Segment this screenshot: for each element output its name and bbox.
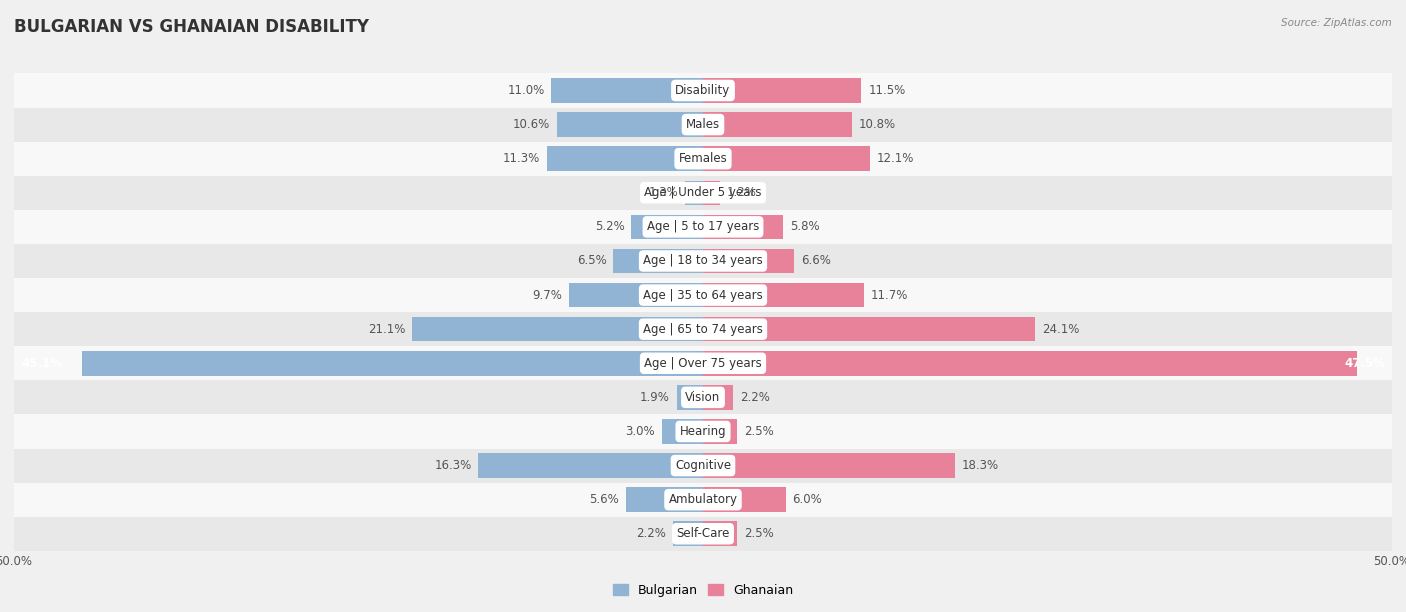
- Text: Cognitive: Cognitive: [675, 459, 731, 472]
- Text: Hearing: Hearing: [679, 425, 727, 438]
- Text: Disability: Disability: [675, 84, 731, 97]
- Bar: [662, 419, 703, 444]
- Bar: [412, 317, 703, 341]
- Bar: [14, 176, 1392, 210]
- Bar: [82, 351, 703, 376]
- Text: 10.6%: 10.6%: [513, 118, 550, 131]
- Text: 2.5%: 2.5%: [744, 528, 775, 540]
- Text: BULGARIAN VS GHANAIAN DISABILITY: BULGARIAN VS GHANAIAN DISABILITY: [14, 18, 368, 36]
- Bar: [14, 210, 1392, 244]
- Text: 6.6%: 6.6%: [801, 255, 831, 267]
- Bar: [672, 521, 703, 546]
- Text: 11.0%: 11.0%: [508, 84, 544, 97]
- Bar: [703, 419, 738, 444]
- Bar: [613, 248, 703, 273]
- Text: 2.5%: 2.5%: [744, 425, 775, 438]
- Text: 10.8%: 10.8%: [859, 118, 896, 131]
- Text: 47.5%: 47.5%: [1344, 357, 1385, 370]
- Bar: [14, 414, 1392, 449]
- Bar: [703, 113, 852, 137]
- Text: 11.3%: 11.3%: [503, 152, 540, 165]
- Text: 9.7%: 9.7%: [533, 289, 562, 302]
- Bar: [14, 517, 1392, 551]
- Bar: [676, 385, 703, 409]
- Bar: [703, 146, 870, 171]
- Text: Age | 5 to 17 years: Age | 5 to 17 years: [647, 220, 759, 233]
- Text: 12.1%: 12.1%: [876, 152, 914, 165]
- Bar: [703, 521, 738, 546]
- Bar: [703, 453, 955, 478]
- Text: 5.6%: 5.6%: [589, 493, 619, 506]
- Bar: [14, 108, 1392, 141]
- Text: 5.8%: 5.8%: [790, 220, 820, 233]
- Text: 6.5%: 6.5%: [576, 255, 606, 267]
- Bar: [569, 283, 703, 307]
- Text: 5.2%: 5.2%: [595, 220, 624, 233]
- Legend: Bulgarian, Ghanaian: Bulgarian, Ghanaian: [607, 579, 799, 602]
- Bar: [14, 141, 1392, 176]
- Bar: [703, 181, 720, 205]
- Bar: [14, 483, 1392, 517]
- Bar: [14, 449, 1392, 483]
- Text: Males: Males: [686, 118, 720, 131]
- Bar: [685, 181, 703, 205]
- Bar: [703, 248, 794, 273]
- Bar: [703, 78, 862, 103]
- Bar: [703, 351, 1358, 376]
- Bar: [703, 385, 734, 409]
- Text: Age | Under 5 years: Age | Under 5 years: [644, 186, 762, 200]
- Text: 6.0%: 6.0%: [793, 493, 823, 506]
- Bar: [626, 487, 703, 512]
- Text: Self-Care: Self-Care: [676, 528, 730, 540]
- Text: 1.3%: 1.3%: [648, 186, 678, 200]
- Bar: [478, 453, 703, 478]
- Text: Age | 18 to 34 years: Age | 18 to 34 years: [643, 255, 763, 267]
- Bar: [703, 283, 865, 307]
- Text: Age | Over 75 years: Age | Over 75 years: [644, 357, 762, 370]
- Bar: [14, 380, 1392, 414]
- Text: 24.1%: 24.1%: [1042, 323, 1080, 335]
- Bar: [14, 312, 1392, 346]
- Bar: [547, 146, 703, 171]
- Bar: [14, 244, 1392, 278]
- Bar: [703, 317, 1035, 341]
- Bar: [703, 487, 786, 512]
- Text: 1.2%: 1.2%: [727, 186, 756, 200]
- Bar: [551, 78, 703, 103]
- Bar: [14, 278, 1392, 312]
- Text: Vision: Vision: [685, 391, 721, 404]
- Text: 1.9%: 1.9%: [640, 391, 669, 404]
- Text: 21.1%: 21.1%: [368, 323, 405, 335]
- Bar: [631, 215, 703, 239]
- Text: 2.2%: 2.2%: [636, 528, 666, 540]
- Text: 11.7%: 11.7%: [872, 289, 908, 302]
- Text: Age | 65 to 74 years: Age | 65 to 74 years: [643, 323, 763, 335]
- Text: 3.0%: 3.0%: [626, 425, 655, 438]
- Text: Ambulatory: Ambulatory: [668, 493, 738, 506]
- Text: 18.3%: 18.3%: [962, 459, 1000, 472]
- Bar: [557, 113, 703, 137]
- Text: Females: Females: [679, 152, 727, 165]
- Bar: [703, 215, 783, 239]
- Bar: [14, 73, 1392, 108]
- Text: 45.1%: 45.1%: [21, 357, 62, 370]
- Bar: [14, 346, 1392, 380]
- Text: Age | 35 to 64 years: Age | 35 to 64 years: [643, 289, 763, 302]
- Text: 11.5%: 11.5%: [869, 84, 905, 97]
- Text: 2.2%: 2.2%: [740, 391, 770, 404]
- Text: Source: ZipAtlas.com: Source: ZipAtlas.com: [1281, 18, 1392, 28]
- Text: 16.3%: 16.3%: [434, 459, 471, 472]
